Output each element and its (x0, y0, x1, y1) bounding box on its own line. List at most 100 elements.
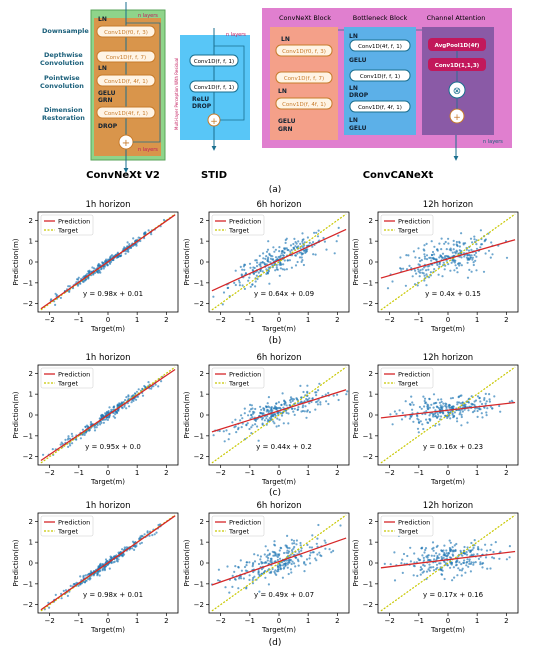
scatter-point (281, 392, 284, 395)
scatter-point (467, 401, 470, 404)
bn-gelu-2: GELU (349, 125, 367, 132)
scatter-point (299, 544, 302, 547)
scatter-panel: −2 −1 0 1 2 −2 −1 0 1 2 6h horizon y = 0.49x + 0.07… (183, 501, 350, 634)
scatter-point (264, 545, 267, 548)
scatter-point (290, 549, 294, 552)
scatter-point (269, 266, 272, 269)
scatter-point (435, 568, 438, 571)
prediction-line (211, 389, 347, 433)
y-tick-label: 2 (200, 370, 204, 378)
scatter-point (218, 429, 221, 433)
scatter-point (483, 398, 486, 401)
scatter-point (470, 395, 473, 398)
scatter-point (433, 253, 436, 256)
scatter-point (494, 541, 497, 544)
scatter-point (480, 548, 483, 551)
scatter-point (472, 563, 475, 566)
scatter-point (467, 565, 470, 568)
scatter-point (108, 558, 111, 561)
scatter-point (473, 253, 476, 257)
scatter-point (300, 396, 303, 399)
x-tick-label: 0 (446, 316, 450, 324)
scatter-point (297, 406, 300, 409)
scatter-point (308, 554, 312, 557)
y-tick-label: −2 (194, 453, 204, 461)
y-tick-label: 1 (369, 238, 373, 246)
scatter-point (473, 238, 476, 241)
convnext-box-1-label: Conv1D(f0, f, 3) (104, 30, 148, 36)
convnext-box-2-label: Conv1D(f, f, 7) (106, 55, 146, 61)
scatter-point (88, 576, 91, 580)
scatter-point (300, 260, 303, 263)
scatter-point (267, 583, 270, 586)
scatter-point (417, 418, 420, 421)
scatter-point (311, 397, 314, 400)
scatter-point (461, 410, 464, 413)
scatter-point (148, 534, 151, 537)
scatter-point (460, 413, 463, 416)
scatter-point (457, 567, 460, 570)
scatter-point (269, 257, 272, 260)
scatter-point (267, 396, 270, 399)
scatter-point (460, 563, 463, 566)
scatter-point (438, 265, 441, 268)
scatter-point (270, 406, 273, 409)
bn-ln-1: LN (349, 33, 358, 40)
scatter-point (275, 573, 278, 577)
scatter-point (425, 570, 429, 573)
scatter-point (489, 548, 492, 552)
scatter-point (319, 554, 322, 557)
scatter-point (267, 256, 270, 259)
scatter-point (441, 405, 444, 408)
scatter-point (234, 269, 237, 272)
scatter-point (277, 568, 280, 571)
y-tick-label: −2 (363, 601, 373, 609)
y-tick-label: −2 (23, 300, 33, 308)
scatter-point (442, 554, 445, 557)
convnext-box-1 (96, 25, 156, 38)
scatter-point (309, 562, 312, 565)
scatter-point (294, 254, 297, 257)
scatter-point (430, 566, 433, 569)
scatter-point (240, 569, 243, 572)
scatter-point (308, 546, 311, 549)
scatter-point (417, 270, 420, 273)
scatter-point (475, 247, 479, 250)
scatter-point (277, 570, 280, 573)
scatter-point (337, 398, 340, 402)
scatter-point (212, 295, 215, 298)
scatter-point (237, 428, 240, 431)
scatter-point (435, 552, 438, 555)
scatter-point (433, 268, 436, 271)
x-tick-label: 2 (504, 316, 508, 324)
scatter-point (458, 561, 461, 564)
scatter-point (447, 411, 450, 414)
scatter-point (316, 553, 319, 556)
scatter-point (287, 572, 290, 576)
scatter-point (453, 544, 456, 547)
scatter-point (89, 570, 93, 573)
scatter-point (255, 274, 258, 277)
bn-drop: DROP (349, 92, 369, 99)
scatter-point (275, 402, 278, 405)
scatter-point (226, 565, 229, 568)
scatter-point (395, 412, 398, 415)
scatter-point (234, 565, 237, 568)
scatter-point (431, 541, 435, 544)
scatter-point (463, 552, 466, 555)
scatter-point (440, 408, 443, 411)
scatter-point (290, 538, 293, 542)
scatter-point (303, 561, 306, 564)
scatter-point (468, 560, 471, 563)
prediction-line (380, 239, 516, 279)
scatter-point (268, 282, 271, 285)
convnext-diagram: n layers n layers LN Conv1D(f0, f, 3) Co… (40, 2, 166, 181)
scatter-point (306, 236, 309, 239)
scatter-point (239, 265, 242, 268)
att-conv-label: Conv1D(1,1,3) (435, 63, 480, 69)
stid-n-label: n layers (226, 32, 246, 38)
x-tick-label: 0 (446, 469, 450, 477)
scatter-point (430, 554, 433, 557)
